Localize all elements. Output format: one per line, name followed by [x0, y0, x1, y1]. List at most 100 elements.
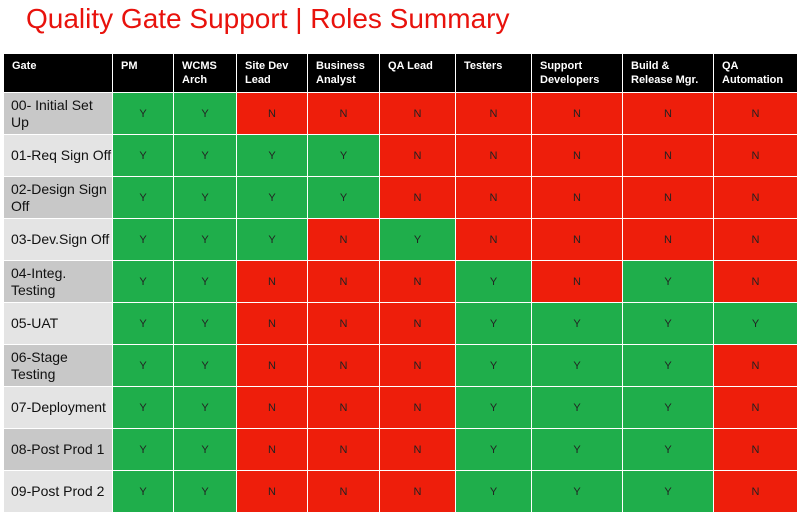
role-cell: Y — [622, 302, 714, 345]
gate-cell: 07-Deployment — [3, 386, 113, 429]
table-row: 03-Dev.Sign Off Y Y Y N Y N N N N — [3, 218, 798, 261]
role-cell: N — [622, 176, 714, 219]
role-cell: N — [455, 176, 532, 219]
role-cell: Y — [112, 134, 174, 177]
role-cell: N — [236, 260, 308, 303]
role-cell: Y — [379, 218, 456, 261]
roles-table: Gate PM WCMS Arch Site Dev Lead Business Ana… — [3, 53, 798, 513]
role-cell: N — [307, 302, 380, 345]
role-cell: Y — [112, 260, 174, 303]
role-cell: Y — [173, 218, 237, 261]
role-cell: N — [379, 302, 456, 345]
role-cell: Y — [455, 386, 532, 429]
header-cell: Build & Release Mgr. — [622, 53, 714, 93]
role-cell: Y — [622, 386, 714, 429]
gate-cell: 01-Req Sign Off — [3, 134, 113, 177]
title: Quality Gate Support | Roles Summary — [26, 3, 510, 34]
role-cell: Y — [112, 386, 174, 429]
role-cell: Y — [173, 386, 237, 429]
role-cell: N — [531, 176, 623, 219]
role-cell: N — [713, 344, 798, 387]
role-cell: Y — [307, 176, 380, 219]
header-cell: Site Dev Lead — [236, 53, 308, 93]
role-cell: Y — [112, 428, 174, 471]
role-cell: Y — [173, 470, 237, 513]
role-cell: N — [307, 386, 380, 429]
role-cell: N — [236, 470, 308, 513]
role-cell: Y — [622, 344, 714, 387]
table-row: 07-Deployment Y Y N N N Y Y Y N — [3, 386, 798, 429]
header-cell: QA Lead — [379, 53, 456, 93]
role-cell: Y — [531, 302, 623, 345]
role-cell: N — [455, 134, 532, 177]
gate-cell: 03-Dev.Sign Off — [3, 218, 113, 261]
role-cell: Y — [531, 470, 623, 513]
role-cell: N — [531, 260, 623, 303]
role-cell: N — [713, 134, 798, 177]
role-cell: N — [379, 176, 456, 219]
role-cell: N — [713, 218, 798, 261]
role-cell: N — [713, 470, 798, 513]
header-cell: WCMS Arch — [173, 53, 237, 93]
gate-cell: 08-Post Prod 1 — [3, 428, 113, 471]
role-cell: N — [236, 92, 308, 135]
role-cell: N — [307, 470, 380, 513]
role-cell: Y — [112, 344, 174, 387]
role-cell: N — [379, 386, 456, 429]
role-cell: N — [307, 428, 380, 471]
role-cell: Y — [112, 218, 174, 261]
role-cell: Y — [531, 428, 623, 471]
role-cell: N — [713, 92, 798, 135]
gate-cell: 04-Integ. Testing — [3, 260, 113, 303]
role-cell: N — [713, 386, 798, 429]
role-cell: N — [622, 92, 714, 135]
role-cell: Y — [531, 344, 623, 387]
gate-cell: 00- Initial Set Up — [3, 92, 113, 135]
role-cell: N — [307, 218, 380, 261]
role-cell: N — [379, 134, 456, 177]
role-cell: N — [236, 302, 308, 345]
role-cell: Y — [173, 260, 237, 303]
role-cell: Y — [173, 344, 237, 387]
role-cell: Y — [622, 428, 714, 471]
role-cell: N — [622, 218, 714, 261]
role-cell: N — [622, 134, 714, 177]
role-cell: N — [379, 428, 456, 471]
role-cell: Y — [236, 176, 308, 219]
header-cell: Testers — [455, 53, 532, 93]
role-cell: N — [236, 386, 308, 429]
role-cell: Y — [112, 92, 174, 135]
role-cell: Y — [236, 134, 308, 177]
role-cell: Y — [112, 470, 174, 513]
table-body: 00- Initial Set Up Y Y N N N N N N N 01-Req Sign O… — [3, 92, 798, 513]
table-header: Gate PM WCMS Arch Site Dev Lead Business Ana… — [3, 53, 798, 93]
header-cell: Business Analyst — [307, 53, 380, 93]
role-cell: Y — [236, 218, 308, 261]
role-cell: N — [455, 92, 532, 135]
role-cell: N — [307, 92, 380, 135]
role-cell: Y — [455, 428, 532, 471]
header-row: Gate PM WCMS Arch Site Dev Lead Business Ana… — [3, 53, 798, 93]
gate-cell: 02-Design Sign Off — [3, 176, 113, 219]
header-cell: Gate — [3, 53, 113, 93]
role-cell: Y — [455, 470, 532, 513]
role-cell: N — [713, 260, 798, 303]
role-cell: Y — [531, 386, 623, 429]
role-cell: Y — [173, 134, 237, 177]
role-cell: Y — [173, 428, 237, 471]
role-cell: Y — [112, 302, 174, 345]
role-cell: Y — [173, 176, 237, 219]
gate-cell: 05-UAT — [3, 302, 113, 345]
header-cell: PM — [112, 53, 174, 93]
role-cell: N — [531, 92, 623, 135]
role-cell: N — [455, 218, 532, 261]
gate-cell: 06-Stage Testing — [3, 344, 113, 387]
role-cell: N — [531, 134, 623, 177]
gate-cell: 09-Post Prod 2 — [3, 470, 113, 513]
role-cell: N — [713, 176, 798, 219]
role-cell: Y — [173, 92, 237, 135]
role-cell: N — [379, 260, 456, 303]
